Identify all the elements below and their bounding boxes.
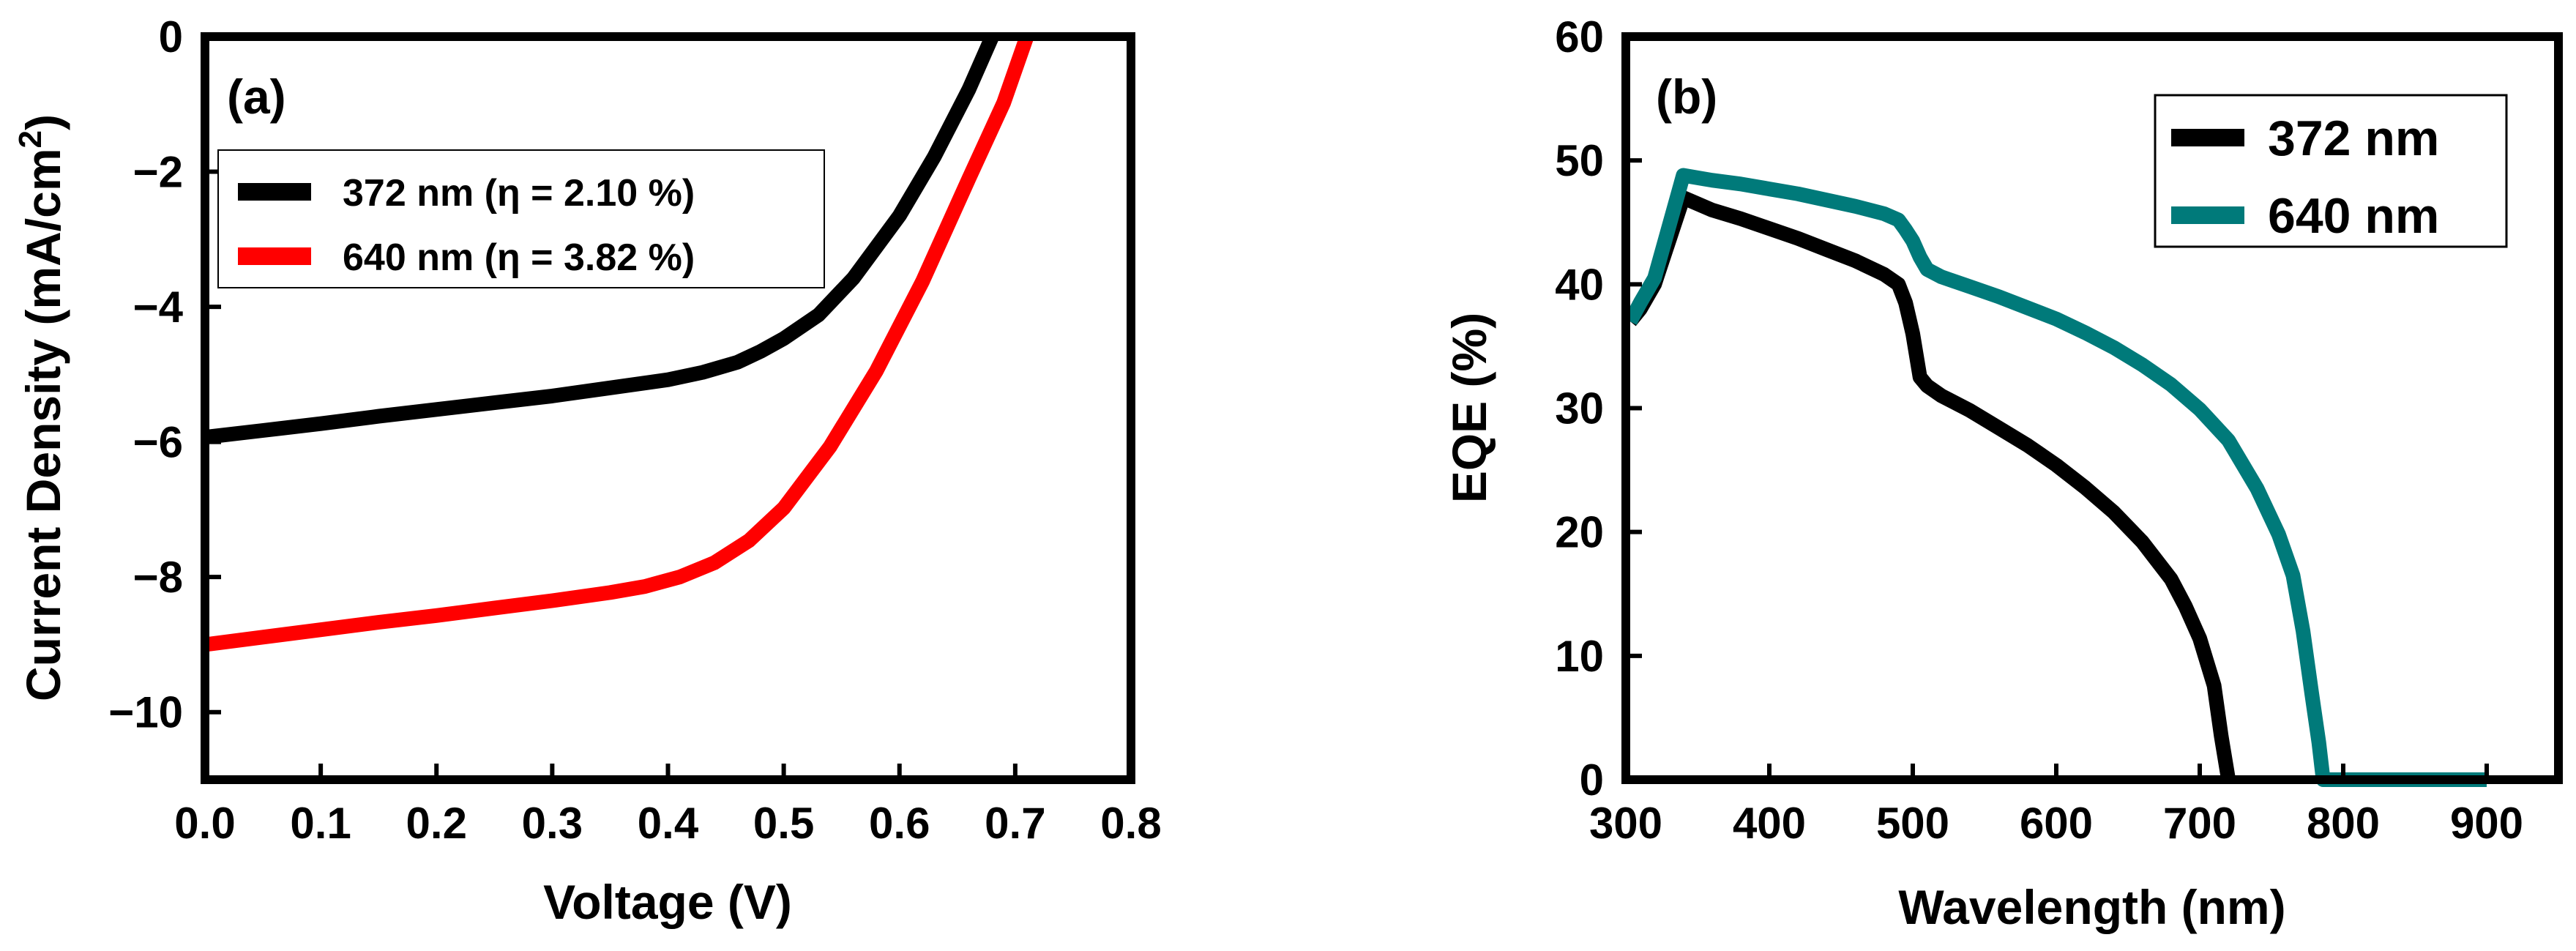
panel-b-series-line-0 xyxy=(1624,190,2236,781)
panel-a-x-tick-label: 0.0 xyxy=(174,799,235,848)
panel-a-legend-label-640: 640 nm (η = 3.82 %) xyxy=(343,236,695,279)
panel-a-x-tick-label: 0.3 xyxy=(522,799,583,848)
panel-b-x-tick-label: 500 xyxy=(1876,799,1949,848)
panel-b-y-tick-label: 0 xyxy=(1580,756,1604,805)
panel-a-y-tick-label: −4 xyxy=(133,283,184,332)
panel-b-series-line-1 xyxy=(1624,168,2487,787)
panel-a-legend: 372 nm (η = 2.10 %) 640 nm (η = 3.82 %) xyxy=(217,149,825,288)
panel-b-x-axis-label: Wavelength (nm) xyxy=(1898,880,2285,934)
panel-a-x-tick-label: 0.5 xyxy=(753,799,814,848)
panel-b-x-tick-label: 600 xyxy=(2020,799,2093,848)
panel-a-y-tick-label: −6 xyxy=(133,418,183,467)
panel-a-x-axis-label: Voltage (V) xyxy=(543,875,792,929)
panel-b-y-tick-label: 40 xyxy=(1555,260,1604,309)
panel-b-y-tick-label: 10 xyxy=(1555,632,1604,681)
panel-a-x-tick-label: 0.1 xyxy=(290,799,351,848)
panel-b-series-group xyxy=(1624,168,2487,787)
panel-a-x-ticks: 0.0 0.1 0.2 0.3 0.4 0.5 0.6 0.7 0.8 xyxy=(174,764,1162,848)
panel-a-frame xyxy=(201,32,1135,784)
panel-a-label: (a) xyxy=(227,70,286,124)
panel-a-x-tick-label: 0.6 xyxy=(869,799,930,848)
panel-a-y-tick-label: 0 xyxy=(159,12,183,61)
panel-a-y-axis-label: Current Density (mA/cm2) xyxy=(12,114,70,701)
panel-a-legend-box xyxy=(217,149,825,288)
panel-b-y-tick-label: 50 xyxy=(1555,136,1604,185)
panel-a-x-tick-label: 0.7 xyxy=(985,799,1045,848)
panel-a-y-ticks: 0 −2 −4 −6 −8 −10 xyxy=(108,12,221,737)
panel-a-y-tick-label: −10 xyxy=(108,688,183,737)
panel-b-x-tick-label: 700 xyxy=(2163,799,2236,848)
panel-b-y-ticks: 0 10 20 30 40 50 60 xyxy=(1555,12,1642,805)
panel-a-series-line-0 xyxy=(204,33,999,445)
panel-a-y-tick-label: −8 xyxy=(133,553,183,602)
panel-a-series-line-1 xyxy=(204,34,1034,652)
panel-b-legend: 372 nm 640 nm xyxy=(2154,94,2508,248)
panel-b-y-axis-label: EQE (%) xyxy=(1442,313,1496,503)
panel-a-y-axis-label-close: ) xyxy=(16,114,70,130)
panel-a-x-tick-label: 0.4 xyxy=(638,799,699,848)
panel-b-x-ticks: 300 400 500 600 700 800 900 xyxy=(1589,764,2523,848)
panel-b-legend-label-640: 640 nm xyxy=(2268,188,2439,244)
panel-a: 0.0 0.1 0.2 0.3 0.4 0.5 0.6 0.7 0.8 0 −2 −4 −6 −8 −10… xyxy=(12,12,1162,929)
panel-b-x-tick-label: 300 xyxy=(1589,799,1662,848)
panel-a-y-tick-label: −2 xyxy=(133,148,183,197)
panel-b-label: (b) xyxy=(1656,70,1717,124)
panel-b-y-tick-label: 60 xyxy=(1555,12,1604,61)
panel-a-x-tick-label: 0.8 xyxy=(1100,799,1161,848)
panel-a-series-group xyxy=(204,33,1034,652)
panel-a-y-axis-label-main: Current Density (mA/cm xyxy=(16,148,70,701)
panel-b-x-tick-label: 800 xyxy=(2307,799,2380,848)
panel-b-x-tick-label: 900 xyxy=(2450,799,2523,848)
panel-a-x-tick-label: 0.2 xyxy=(406,799,467,848)
panel-a-y-axis-label-sup: 2 xyxy=(12,130,48,148)
panel-b-y-tick-label: 20 xyxy=(1555,508,1604,557)
panel-b-y-tick-label: 30 xyxy=(1555,384,1604,433)
panel-b-legend-label-372: 372 nm xyxy=(2268,111,2439,166)
panel-a-legend-label-372: 372 nm (η = 2.10 %) xyxy=(343,172,695,215)
panel-b-x-tick-label: 400 xyxy=(1733,799,1806,848)
